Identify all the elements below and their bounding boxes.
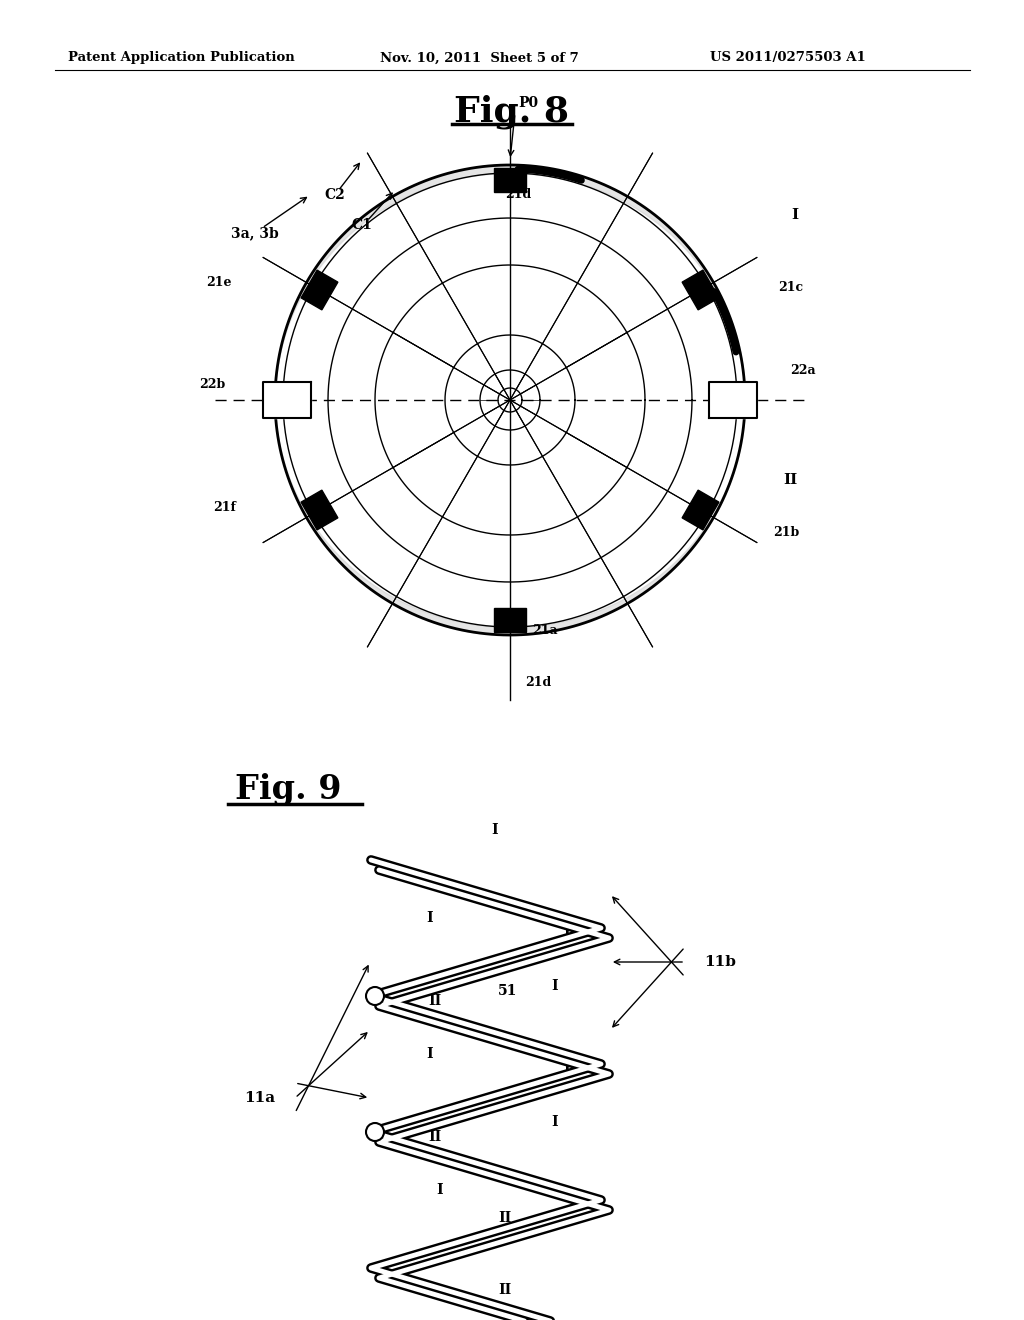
Text: 21d: 21d: [525, 676, 551, 689]
Text: 22a: 22a: [791, 363, 816, 376]
Polygon shape: [682, 271, 719, 310]
Polygon shape: [301, 490, 338, 529]
Text: II: II: [499, 1210, 512, 1225]
Text: I: I: [492, 822, 499, 837]
Text: I: I: [427, 911, 433, 925]
Text: 3a, 3b: 3a, 3b: [231, 226, 279, 240]
Text: I: I: [552, 1115, 558, 1129]
Text: Fig. 9: Fig. 9: [234, 774, 341, 807]
Circle shape: [366, 987, 384, 1005]
Text: II: II: [783, 473, 797, 487]
Text: II: II: [499, 1283, 512, 1298]
Text: 21f: 21f: [213, 502, 236, 513]
Text: II: II: [428, 1130, 441, 1144]
Text: 21b: 21b: [773, 525, 799, 539]
Polygon shape: [263, 381, 311, 418]
Polygon shape: [494, 168, 526, 191]
Polygon shape: [709, 381, 757, 418]
Text: Fig. 8: Fig. 8: [455, 95, 569, 129]
Text: 11a: 11a: [245, 1092, 275, 1105]
Text: 22b: 22b: [199, 379, 225, 392]
Text: I: I: [436, 1183, 443, 1197]
Text: I: I: [792, 209, 799, 222]
Text: 21e: 21e: [207, 276, 231, 289]
Text: P0: P0: [518, 96, 539, 110]
Text: I: I: [552, 979, 558, 993]
Text: 51: 51: [498, 983, 517, 998]
Text: 21d: 21d: [505, 189, 531, 202]
Text: C1: C1: [351, 218, 373, 232]
Text: I: I: [427, 1047, 433, 1061]
Polygon shape: [682, 490, 719, 529]
Text: Nov. 10, 2011  Sheet 5 of 7: Nov. 10, 2011 Sheet 5 of 7: [380, 51, 579, 65]
Text: Patent Application Publication: Patent Application Publication: [68, 51, 295, 65]
Text: II: II: [563, 927, 577, 940]
Text: 11b: 11b: [705, 954, 736, 969]
Text: II: II: [428, 994, 441, 1008]
Polygon shape: [494, 609, 526, 632]
Polygon shape: [301, 271, 338, 310]
Text: C2: C2: [325, 187, 345, 202]
Text: US 2011/0275503 A1: US 2011/0275503 A1: [710, 51, 865, 65]
Text: 21c: 21c: [778, 281, 804, 294]
Circle shape: [366, 1123, 384, 1140]
Text: 21a: 21a: [532, 623, 558, 636]
Text: II: II: [563, 1063, 577, 1076]
